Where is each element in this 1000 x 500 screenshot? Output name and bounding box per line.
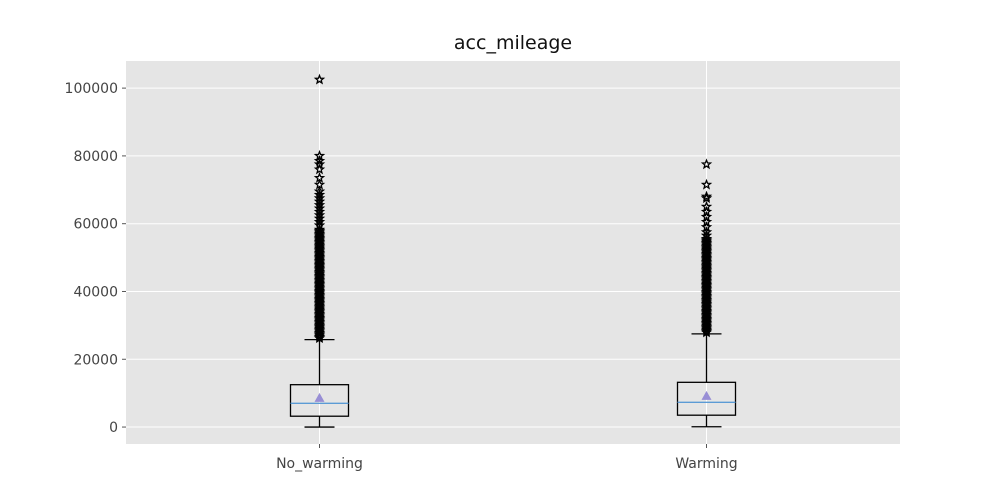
boxes	[289, 73, 737, 428]
outlier-point	[313, 158, 326, 170]
outlier-point	[313, 171, 326, 183]
y-tick-label: 20000	[73, 352, 118, 368]
y-tick-label: 0	[109, 420, 118, 436]
iqr-box	[676, 381, 737, 416]
x-tick-label: No_warming	[276, 456, 363, 472]
outlier-point	[700, 190, 713, 202]
plot-area	[126, 61, 900, 444]
y-tick-label: 60000	[73, 217, 118, 233]
outlier-point	[700, 178, 713, 190]
chart-title: acc_mileage	[453, 32, 573, 54]
axis-ticks: 0 20000 40000 60000 80000 100000 No_warming War…	[65, 81, 738, 472]
outlier-point	[313, 73, 326, 85]
outlier-point	[313, 209, 326, 221]
outlier-point	[313, 215, 326, 227]
outlier-point	[313, 202, 326, 214]
box-group-warming	[676, 158, 737, 428]
outlier-point	[313, 199, 326, 210]
outlier-point	[700, 232, 713, 244]
outlier-point	[313, 185, 326, 197]
box-group-no-warming	[289, 73, 350, 428]
grid-lines	[126, 61, 900, 444]
outlier-point	[313, 192, 326, 204]
outlier-point	[700, 200, 713, 212]
y-tick-label: 100000	[65, 81, 118, 97]
iqr-box	[289, 384, 350, 417]
mean-marker	[314, 392, 325, 402]
outlier-point	[313, 205, 326, 217]
mean-marker	[701, 390, 712, 400]
outlier-point	[700, 192, 713, 204]
y-tick-label: 80000	[73, 149, 118, 165]
outlier-point	[313, 149, 326, 161]
outlier-point	[700, 229, 713, 241]
outlier-point	[313, 178, 326, 190]
outlier-point	[313, 219, 326, 231]
outlier-point	[313, 212, 326, 224]
outlier-point	[700, 158, 713, 170]
outlier-point	[313, 195, 326, 207]
outlier-point	[313, 188, 326, 200]
x-tick-label: Warming	[675, 456, 737, 472]
y-tick-label: 40000	[73, 284, 118, 300]
